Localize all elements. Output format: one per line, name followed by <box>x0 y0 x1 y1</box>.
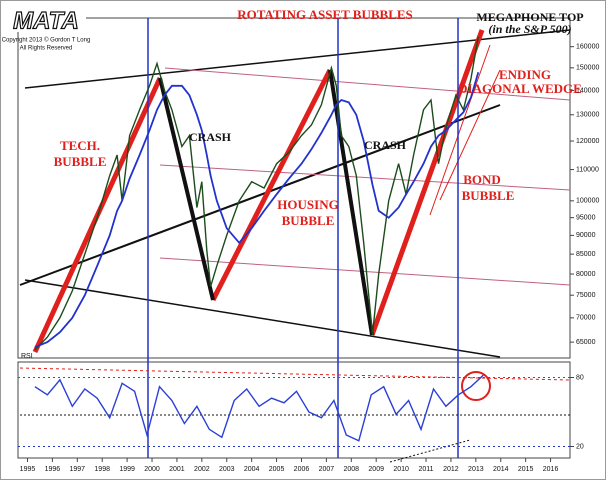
annotation: BUBBLE <box>54 154 107 169</box>
channel-line <box>159 164 571 191</box>
y-tick-label: 85000 <box>576 251 596 258</box>
x-tick-label: 2003 <box>219 466 235 473</box>
x-tick-label: 2007 <box>319 466 335 473</box>
rsi-lower-trend <box>389 439 471 463</box>
x-tick-label: 2008 <box>344 466 360 473</box>
support-line <box>19 104 501 286</box>
x-tick-label: 2000 <box>144 466 160 473</box>
x-tick-label: 1998 <box>94 466 110 473</box>
copyright: All Rights Reserved <box>20 46 73 52</box>
annotation: MEGAPHONE TOP <box>476 10 583 24</box>
rsi-panel <box>17 361 571 459</box>
y-tick-label: 65000 <box>576 339 596 346</box>
annotation: BOND <box>463 172 501 187</box>
y-tick-label: 95000 <box>576 215 596 222</box>
crash-line <box>158 77 215 301</box>
y-tick-label: 80 <box>576 374 584 381</box>
panel-label: RSI <box>21 353 33 360</box>
series-line <box>34 374 484 442</box>
y-tick-label: 130000 <box>576 112 599 119</box>
x-tick-label: 2013 <box>468 466 484 473</box>
chart-title: ROTATING ASSET BUBBLES <box>237 7 413 22</box>
y-tick-label: 70000 <box>576 315 596 322</box>
x-tick-label: 2001 <box>169 466 185 473</box>
y-tick-label: 140000 <box>576 87 599 94</box>
y-tick-label: 120000 <box>576 138 599 145</box>
y-tick-label: 110000 <box>576 166 599 173</box>
annotation: HOUSING <box>277 197 338 212</box>
y-tick-label: 20 <box>576 443 584 450</box>
y-tick-label: 150000 <box>576 65 599 72</box>
channel-line <box>164 67 571 101</box>
annotation: ENDING <box>499 67 551 82</box>
wedge-line <box>439 69 501 201</box>
crash-line <box>328 69 374 336</box>
trend-lines <box>19 18 571 463</box>
series-line <box>34 71 480 349</box>
logo-box <box>8 6 86 32</box>
annotation: (in the S&P 500) <box>488 22 571 36</box>
copyright: Copyright 2013 © Gordon T Long <box>2 37 91 44</box>
annotation: TECH. <box>60 138 100 153</box>
x-tick-label: 2015 <box>518 466 534 473</box>
x-tick-label: 2002 <box>194 466 210 473</box>
y-tick-label: 75000 <box>576 292 596 299</box>
bubble-line <box>369 29 485 336</box>
price-panel <box>17 17 571 359</box>
x-tick-label: 1997 <box>70 466 86 473</box>
x-tick-label: 1995 <box>20 466 36 473</box>
megaphone-bottom <box>24 279 501 358</box>
x-tick-label: 2006 <box>294 466 310 473</box>
x-tick-label: 2011 <box>418 466 433 473</box>
bubble-line <box>210 68 333 302</box>
annotation: CRASH <box>364 138 407 152</box>
annotation: BUBBLE <box>462 188 515 203</box>
annotation: CRASH <box>189 130 232 144</box>
y-tick-label: 80000 <box>576 271 596 278</box>
logo: MATA <box>13 7 79 34</box>
series-line <box>34 36 479 351</box>
x-tick-label: 2009 <box>368 466 384 473</box>
x-tick-label: 1999 <box>119 466 135 473</box>
x-tick-label: 2012 <box>443 466 459 473</box>
x-tick-label: 2016 <box>543 466 559 473</box>
y-tick-label: 90000 <box>576 232 596 239</box>
x-tick-label: 2004 <box>244 466 260 473</box>
y-tick-label: 100000 <box>576 198 599 205</box>
x-tick-label: 2010 <box>393 466 409 473</box>
highlight-circle <box>461 371 491 401</box>
x-tick-label: 2014 <box>493 466 509 473</box>
annotation: DIAGONAL WEDGE <box>458 81 582 96</box>
annotation: BUBBLE <box>282 213 335 228</box>
wedge-line <box>429 44 491 216</box>
channel-line <box>159 257 571 286</box>
y-tick-label: 160000 <box>576 44 599 51</box>
x-tick-label: 2005 <box>269 466 285 473</box>
x-tick-label: 1996 <box>45 466 61 473</box>
